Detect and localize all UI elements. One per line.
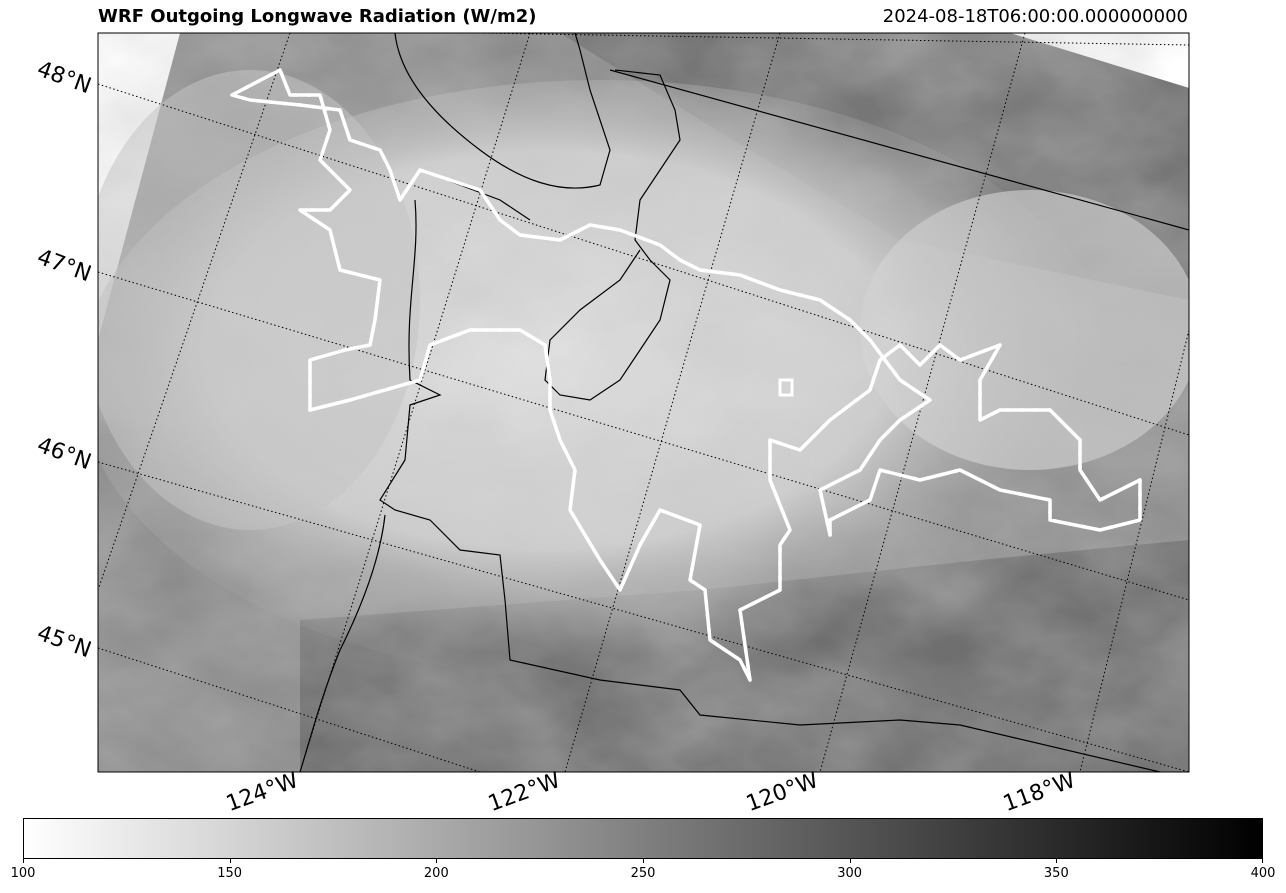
gridline-lat-45 bbox=[98, 647, 481, 772]
colorbar-tickmark bbox=[643, 859, 644, 863]
colorbar-tickmark bbox=[1056, 859, 1058, 863]
map-plot-area bbox=[98, 33, 1189, 772]
colorbar-tickmark bbox=[1262, 859, 1263, 863]
colorbar bbox=[23, 818, 1263, 859]
gridline-lat-47 bbox=[98, 271, 1189, 601]
colorbar-tick-label: 350 bbox=[1043, 866, 1069, 881]
perimeter-white-stroke bbox=[230, 68, 1142, 682]
columbia-river-border bbox=[379, 199, 1161, 772]
small-perimeter-east bbox=[778, 378, 794, 397]
colorbar-tick-label: 400 bbox=[1250, 866, 1276, 881]
gridline-lat-46 bbox=[98, 461, 1189, 772]
colorbar-tick-label: 200 bbox=[423, 866, 449, 881]
canada-border bbox=[609, 69, 1189, 231]
oregon-coast bbox=[299, 514, 386, 772]
cloud-texture bbox=[98, 33, 1189, 772]
colorbar-tick-label: 100 bbox=[10, 866, 36, 881]
map-title: WRF Outgoing Longwave Radiation (W/m2) bbox=[98, 6, 537, 27]
colorbar-tickmark bbox=[436, 859, 438, 863]
colorbar-tickmark bbox=[229, 859, 231, 863]
colorbar-tickmark bbox=[23, 859, 24, 863]
inland-waterway bbox=[544, 69, 681, 401]
map-frame-border bbox=[97, 32, 1190, 773]
gridline-lon-121 bbox=[564, 33, 781, 772]
puget-sound-coast bbox=[394, 33, 611, 189]
colorbar-tickmark bbox=[849, 859, 851, 863]
colorbar-tick-label: 250 bbox=[630, 866, 656, 881]
gridline-lat-48 bbox=[98, 83, 1189, 436]
coastline-and-borders bbox=[299, 33, 1189, 772]
map-timestamp: 2024-08-18T06:00:00.000000000 bbox=[882, 6, 1188, 27]
colorbar-tick-label: 300 bbox=[837, 866, 863, 881]
gridline-lon-123 bbox=[299, 33, 531, 772]
colorbar-tick-label: 150 bbox=[217, 866, 243, 881]
lat-lon-gridlines bbox=[98, 33, 1189, 772]
fire-perimeter-outline bbox=[230, 68, 1142, 682]
